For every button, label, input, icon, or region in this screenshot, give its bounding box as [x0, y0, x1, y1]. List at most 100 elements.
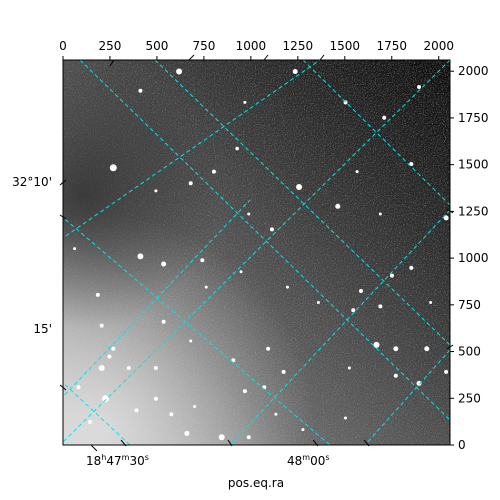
- y-tick-label: 500: [458, 345, 481, 359]
- pixel-x-axis: 0 250 500 750 1000 1250 1500 1750 2000: [59, 39, 454, 60]
- star: [358, 289, 363, 293]
- star: [176, 68, 183, 75]
- star: [335, 203, 341, 209]
- x-tick-label: 1750: [376, 39, 407, 53]
- star: [95, 292, 100, 297]
- x-tick-label: 250: [99, 39, 122, 53]
- grid-line: [63, 60, 450, 443]
- star: [444, 369, 449, 374]
- star: [239, 270, 243, 274]
- star: [409, 265, 414, 270]
- star: [274, 412, 278, 416]
- dec-label-1: 15': [33, 322, 52, 336]
- star: [98, 365, 105, 371]
- star: [351, 308, 356, 313]
- star: [246, 435, 251, 440]
- star: [204, 285, 208, 289]
- star: [134, 408, 139, 413]
- x-tick-label: 750: [192, 39, 215, 53]
- y-tick-label: 250: [458, 391, 481, 405]
- star: [188, 181, 193, 186]
- star: [99, 323, 104, 328]
- star: [416, 380, 422, 386]
- star: [285, 285, 289, 289]
- dec-labels: 32°10' 15': [12, 175, 52, 336]
- star: [378, 304, 383, 309]
- star: [266, 346, 271, 351]
- ra-labels: 18h47m30s 48m00s: [86, 453, 330, 468]
- y-tick-label: 0: [458, 438, 466, 452]
- star: [153, 396, 158, 401]
- sky-image: [63, 60, 450, 445]
- star: [301, 428, 305, 432]
- star: [378, 212, 382, 216]
- x-tick-label: 1500: [330, 39, 361, 53]
- ra-tick-marks: [59, 54, 454, 452]
- star: [109, 164, 117, 172]
- star: [429, 301, 433, 305]
- star: [409, 161, 414, 166]
- x-axis-label: pos.eq.ra: [228, 476, 284, 490]
- star: [154, 189, 158, 193]
- star: [247, 212, 251, 216]
- star: [389, 273, 394, 278]
- x-tick-label: 2000: [423, 39, 454, 53]
- star: [281, 369, 286, 374]
- star: [169, 412, 174, 417]
- star: [184, 430, 190, 436]
- star: [218, 434, 225, 441]
- star: [242, 389, 247, 394]
- dec-label-0: 32°10': [12, 175, 52, 189]
- pixel-y-axis: 0 250 500 750 1000 1250 1500 1750 2000: [450, 64, 489, 452]
- star: [107, 354, 112, 359]
- star: [88, 419, 93, 424]
- grid-line: [79, 60, 450, 421]
- coordinate-grid: [63, 60, 450, 445]
- star: [347, 366, 351, 370]
- star: [443, 215, 449, 221]
- star-field: [73, 68, 449, 441]
- x-tick-label: 500: [145, 39, 168, 53]
- star: [424, 346, 430, 352]
- star: [200, 258, 205, 263]
- star: [269, 227, 274, 232]
- grid-line: [63, 199, 251, 398]
- star: [296, 184, 303, 191]
- star: [243, 100, 247, 104]
- y-tick-label: 1750: [458, 111, 489, 125]
- y-tick-label: 1500: [458, 158, 489, 172]
- star: [393, 373, 398, 378]
- y-tick-label: 1000: [458, 251, 489, 265]
- grid-line: [364, 349, 450, 445]
- star: [417, 84, 422, 89]
- star: [373, 341, 380, 348]
- star: [76, 385, 81, 390]
- y-tick-label: 1250: [458, 204, 489, 218]
- star: [393, 346, 399, 352]
- star: [138, 88, 143, 93]
- x-tick-label: 1000: [236, 39, 267, 53]
- grid-line: [63, 60, 321, 239]
- star: [316, 301, 320, 305]
- x-tick-label: 0: [59, 39, 67, 53]
- grid-line: [154, 60, 450, 346]
- grid-line: [229, 209, 450, 445]
- star: [102, 395, 110, 403]
- y-tick-label: 750: [458, 298, 481, 312]
- star: [126, 366, 131, 370]
- star: [193, 405, 197, 408]
- star: [137, 253, 144, 260]
- star: [111, 346, 116, 351]
- x-tick-label: 1250: [283, 39, 314, 53]
- axes-frame: [62, 59, 451, 446]
- ra-label-0: 18h47m30s: [86, 453, 149, 468]
- star: [161, 261, 167, 267]
- grid-line: [63, 382, 131, 445]
- star: [73, 247, 77, 251]
- star: [235, 146, 239, 151]
- y-tick-label: 2000: [458, 64, 489, 78]
- star: [355, 170, 359, 174]
- grid-line: [63, 216, 331, 445]
- star: [292, 69, 298, 75]
